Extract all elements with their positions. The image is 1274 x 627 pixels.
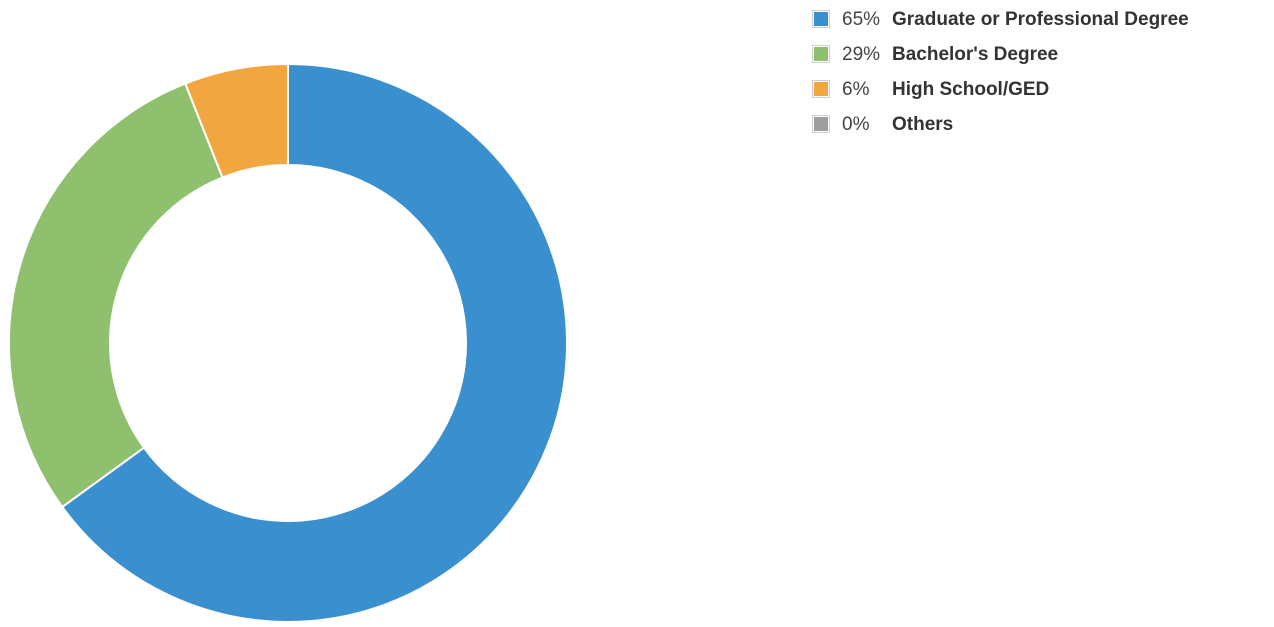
donut-chart bbox=[0, 0, 600, 627]
legend-percent: 29% bbox=[842, 44, 881, 65]
legend-item-graduate[interactable]: 65% Graduate or Professional Degree bbox=[812, 6, 1272, 33]
legend-category: High School/GED bbox=[892, 79, 1050, 100]
legend-percent: 65% bbox=[842, 9, 881, 30]
legend-percent: 6% bbox=[842, 79, 870, 100]
legend-item-others[interactable]: 0% Others bbox=[812, 111, 1272, 138]
donut-chart-svg bbox=[8, 62, 568, 623]
donut-slice-graduate[interactable] bbox=[60, 62, 568, 623]
donut-slice-bachelors[interactable] bbox=[8, 82, 224, 509]
legend-swatch-fill bbox=[814, 12, 828, 26]
donut-slice-high-school[interactable] bbox=[183, 62, 289, 179]
legend-item-high-school[interactable]: 6% High School/GED bbox=[812, 76, 1272, 103]
legend-swatch bbox=[812, 10, 830, 28]
legend-percent: 0% bbox=[842, 114, 870, 135]
legend-item-bachelors[interactable]: 29% Bachelor's Degree bbox=[812, 41, 1272, 68]
legend-category: Graduate or Professional Degree bbox=[892, 9, 1189, 30]
legend-swatch bbox=[812, 80, 830, 98]
legend-swatch-fill bbox=[814, 117, 828, 131]
legend-swatch bbox=[812, 115, 830, 133]
legend-swatch bbox=[812, 45, 830, 63]
legend: 65% Graduate or Professional Degree 29% … bbox=[812, 6, 1272, 146]
legend-swatch-fill bbox=[814, 47, 828, 61]
legend-category: Bachelor's Degree bbox=[892, 44, 1059, 65]
legend-category: Others bbox=[892, 114, 954, 135]
legend-swatch-fill bbox=[814, 82, 828, 96]
